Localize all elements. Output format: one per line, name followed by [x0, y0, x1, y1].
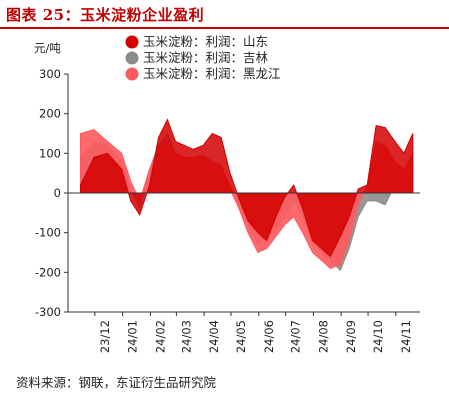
legend-label: 玉米淀粉：利润：山东 [143, 34, 268, 49]
x-tick-label: 23/12 [98, 320, 112, 353]
series-areas [80, 118, 414, 272]
x-tick-label: 24/06 [262, 320, 276, 353]
y-tick-label: -300 [35, 305, 61, 319]
y-tick-label: -200 [35, 265, 61, 279]
y-axis-unit: 元/吨 [34, 41, 61, 55]
x-tick-label: 24/03 [179, 320, 193, 353]
x-tick-label: 24/05 [234, 320, 248, 353]
y-tick-label: 200 [39, 107, 61, 121]
x-tick-label: 24/07 [289, 320, 303, 353]
legend-marker [125, 67, 139, 81]
x-tick-label: 24/10 [371, 320, 385, 353]
x-axis: 23/12 24/01 24/02 24/03 24/04 24/05 24/06 24/07… [68, 311, 420, 353]
y-tick-label: 100 [39, 146, 61, 160]
title-rule [0, 27, 449, 29]
x-tick-label: 24/04 [207, 320, 221, 353]
x-tick-label: 24/01 [126, 320, 140, 353]
y-tick-label: -100 [35, 226, 61, 240]
y-tick-label: 0 [54, 186, 61, 200]
x-tick-label: 24/08 [316, 320, 330, 353]
legend-label: 玉米淀粉：利润：吉林 [143, 50, 269, 65]
chart-title: 图表 25：玉米淀粉企业盈利 [6, 6, 205, 24]
source-note: 资料来源：钢联，东证衍生品研究院 [16, 375, 217, 390]
legend-label: 玉米淀粉：利润：黑龙江 [143, 66, 281, 81]
legend-marker [125, 35, 139, 49]
y-tick-label: 300 [39, 67, 61, 81]
legend-marker [125, 51, 139, 65]
y-axis: -300 -200 -100 0 100 200 300 [35, 67, 420, 319]
series-area-shandong [80, 118, 414, 258]
x-tick-label: 24/09 [344, 320, 358, 353]
x-tick-label: 24/02 [153, 320, 167, 353]
x-tick-label: 24/11 [399, 320, 413, 353]
